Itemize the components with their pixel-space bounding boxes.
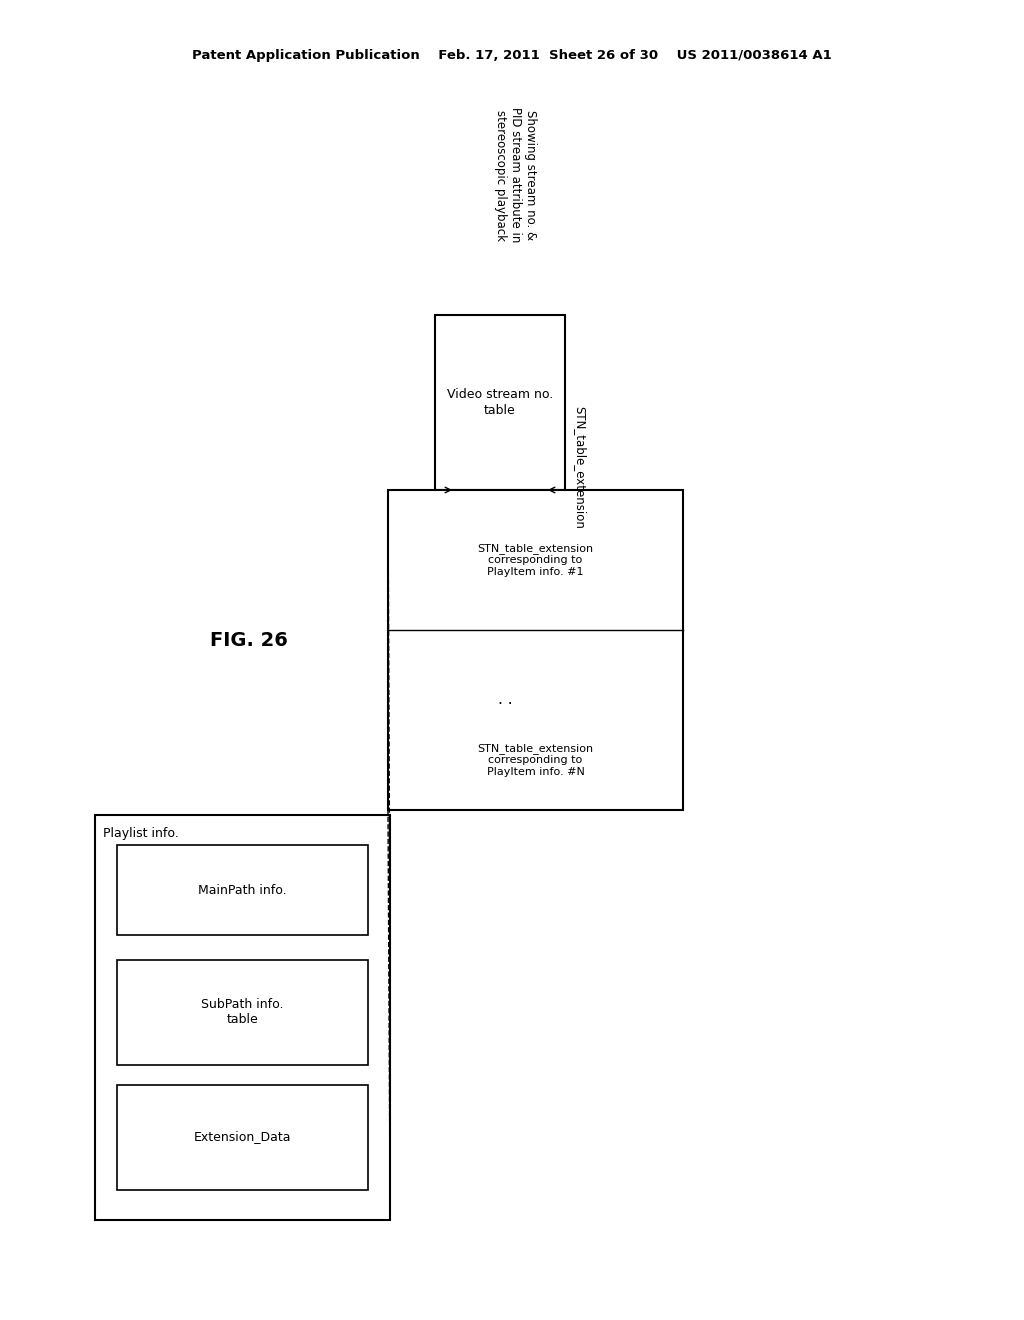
Bar <box>117 1085 368 1191</box>
Text: MainPath info.: MainPath info. <box>199 883 287 896</box>
Text: SubPath info.
table: SubPath info. table <box>202 998 284 1026</box>
Bar <box>435 315 565 490</box>
Bar <box>117 845 368 935</box>
Bar <box>117 960 368 1065</box>
Text: Video stream no.
table: Video stream no. table <box>446 388 553 417</box>
Text: Showing stream no. &
PID stream attribute in
stereoscopic playback: Showing stream no. & PID stream attribut… <box>494 107 537 243</box>
Text: Patent Application Publication    Feb. 17, 2011  Sheet 26 of 30    US 2011/00386: Patent Application Publication Feb. 17, … <box>193 49 831 62</box>
Text: Extension_Data: Extension_Data <box>194 1130 291 1143</box>
Bar <box>388 490 683 810</box>
Text: FIG. 26: FIG. 26 <box>210 631 288 649</box>
Text: STN_table_extension: STN_table_extension <box>573 407 587 529</box>
Text: STN_table_extension
corresponding to
PlayItem info. #1: STN_table_extension corresponding to Pla… <box>477 543 594 577</box>
Text: STN_table_extension
corresponding to
PlayItem info. #N: STN_table_extension corresponding to Pla… <box>477 743 594 777</box>
Text: Playlist info.: Playlist info. <box>103 826 179 840</box>
Text: . .: . . <box>499 693 513 708</box>
Bar <box>95 814 390 1220</box>
